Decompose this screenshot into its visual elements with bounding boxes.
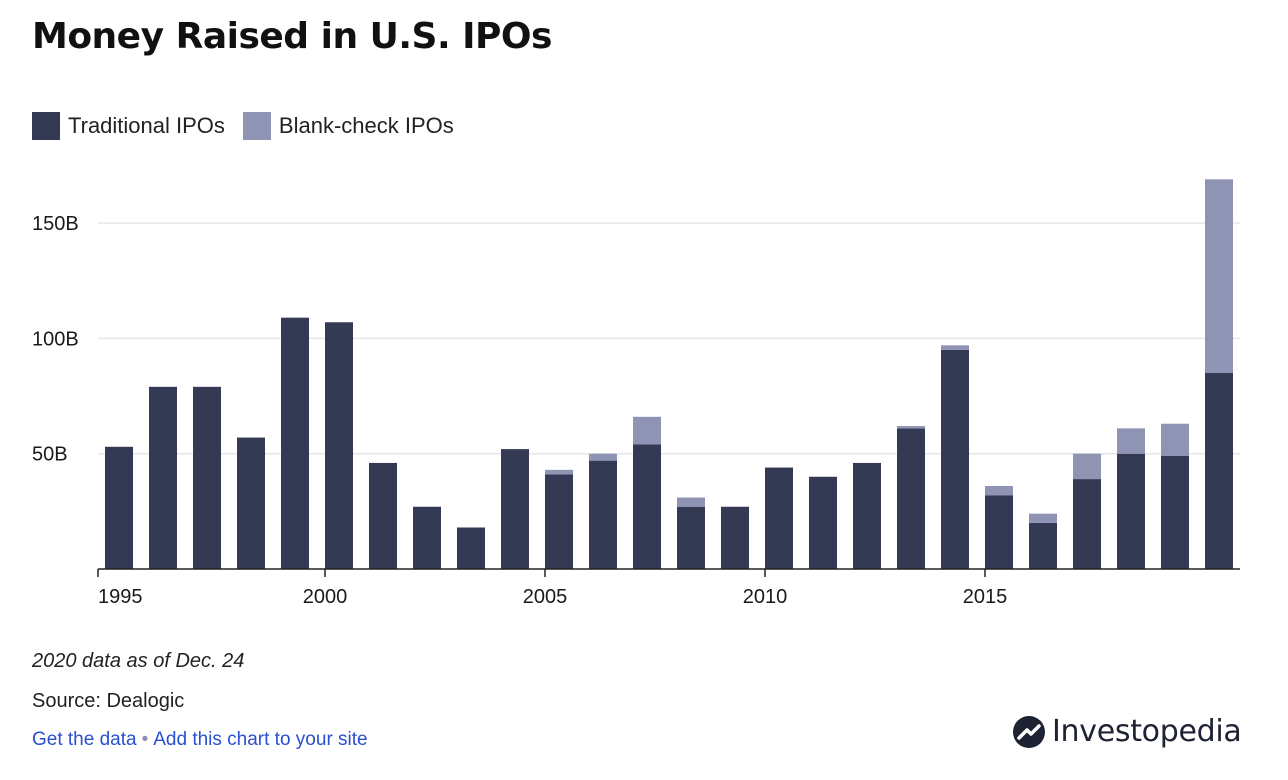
bar-traditional <box>941 349 969 569</box>
bar-traditional <box>413 506 441 569</box>
link-separator: • <box>141 729 149 750</box>
bar-blank-check <box>1073 453 1101 480</box>
brand-name: Investopedia <box>1052 714 1242 749</box>
bar-traditional <box>105 446 133 569</box>
legend-label-traditional: Traditional IPOs <box>68 113 225 138</box>
bar-traditional <box>677 506 705 569</box>
bar-traditional <box>897 428 925 569</box>
bar-traditional <box>589 460 617 569</box>
data-note: 2020 data as of Dec. 24 <box>32 650 245 672</box>
bar-blank-check <box>589 453 617 461</box>
legend-swatch-traditional <box>32 112 60 140</box>
bar-blank-check <box>985 485 1013 496</box>
x-tick-label: 2010 <box>743 586 788 608</box>
bar-blank-check <box>1029 513 1057 523</box>
bar-traditional <box>237 437 265 569</box>
x-tick-label: 2015 <box>963 586 1008 608</box>
legend-swatch-blank-check <box>242 112 271 140</box>
bar-chart: 50B 100B 150B 1995 2000 2005 2010 2015 <box>32 179 1240 608</box>
y-tick-label: 100B <box>32 328 79 350</box>
bar-traditional <box>1117 453 1145 569</box>
x-tick-label: 2000 <box>303 586 348 608</box>
legend-item-blank-check: Blank-check IPOs <box>242 112 454 140</box>
bar-traditional <box>721 506 749 569</box>
bar-traditional <box>325 322 353 569</box>
bar-blank-check <box>545 469 573 475</box>
investopedia-logo-icon <box>1013 715 1045 748</box>
bar-traditional <box>545 474 573 569</box>
bar-traditional <box>501 449 529 569</box>
legend-label-blank-check: Blank-check IPOs <box>278 113 454 138</box>
legend-item-traditional: Traditional IPOs <box>32 112 225 140</box>
bar-traditional <box>457 527 485 569</box>
bar-traditional <box>369 462 397 569</box>
y-tick-label: 150B <box>32 213 79 235</box>
y-tick-label: 50B <box>32 444 68 466</box>
x-tick-label: 1995 <box>98 586 143 608</box>
bar-blank-check <box>897 426 925 429</box>
bar-blank-check <box>633 416 661 445</box>
footer-links: Get the data • Add this chart to your site <box>32 729 368 751</box>
bar-blank-check <box>1205 179 1233 373</box>
bar-traditional <box>193 386 221 569</box>
bar-traditional <box>985 495 1013 569</box>
bar-traditional <box>1029 522 1057 569</box>
bar-blank-check <box>677 497 705 507</box>
add-chart-link[interactable]: Add this chart to your site <box>153 729 368 750</box>
chart-title: Money Raised in U.S. IPOs <box>32 16 552 57</box>
bar-traditional <box>633 444 661 569</box>
bar-traditional <box>281 317 309 569</box>
get-data-link[interactable]: Get the data <box>32 729 137 750</box>
bar-blank-check <box>1117 428 1145 454</box>
bar-traditional <box>809 476 837 569</box>
bar-traditional <box>1161 456 1189 569</box>
investopedia-logo: Investopedia <box>1012 714 1242 749</box>
x-tick-label: 2005 <box>523 586 568 608</box>
legend: Traditional IPOs Blank-check IPOs <box>32 112 472 140</box>
source-note: Source: Dealogic <box>32 690 185 712</box>
bar-blank-check <box>1161 423 1189 457</box>
bar-traditional <box>1073 479 1101 569</box>
bar-traditional <box>765 467 793 569</box>
bar-blank-check <box>941 345 969 350</box>
bar-traditional <box>149 386 177 569</box>
bar-traditional <box>1205 373 1233 569</box>
bar-traditional <box>853 462 881 569</box>
